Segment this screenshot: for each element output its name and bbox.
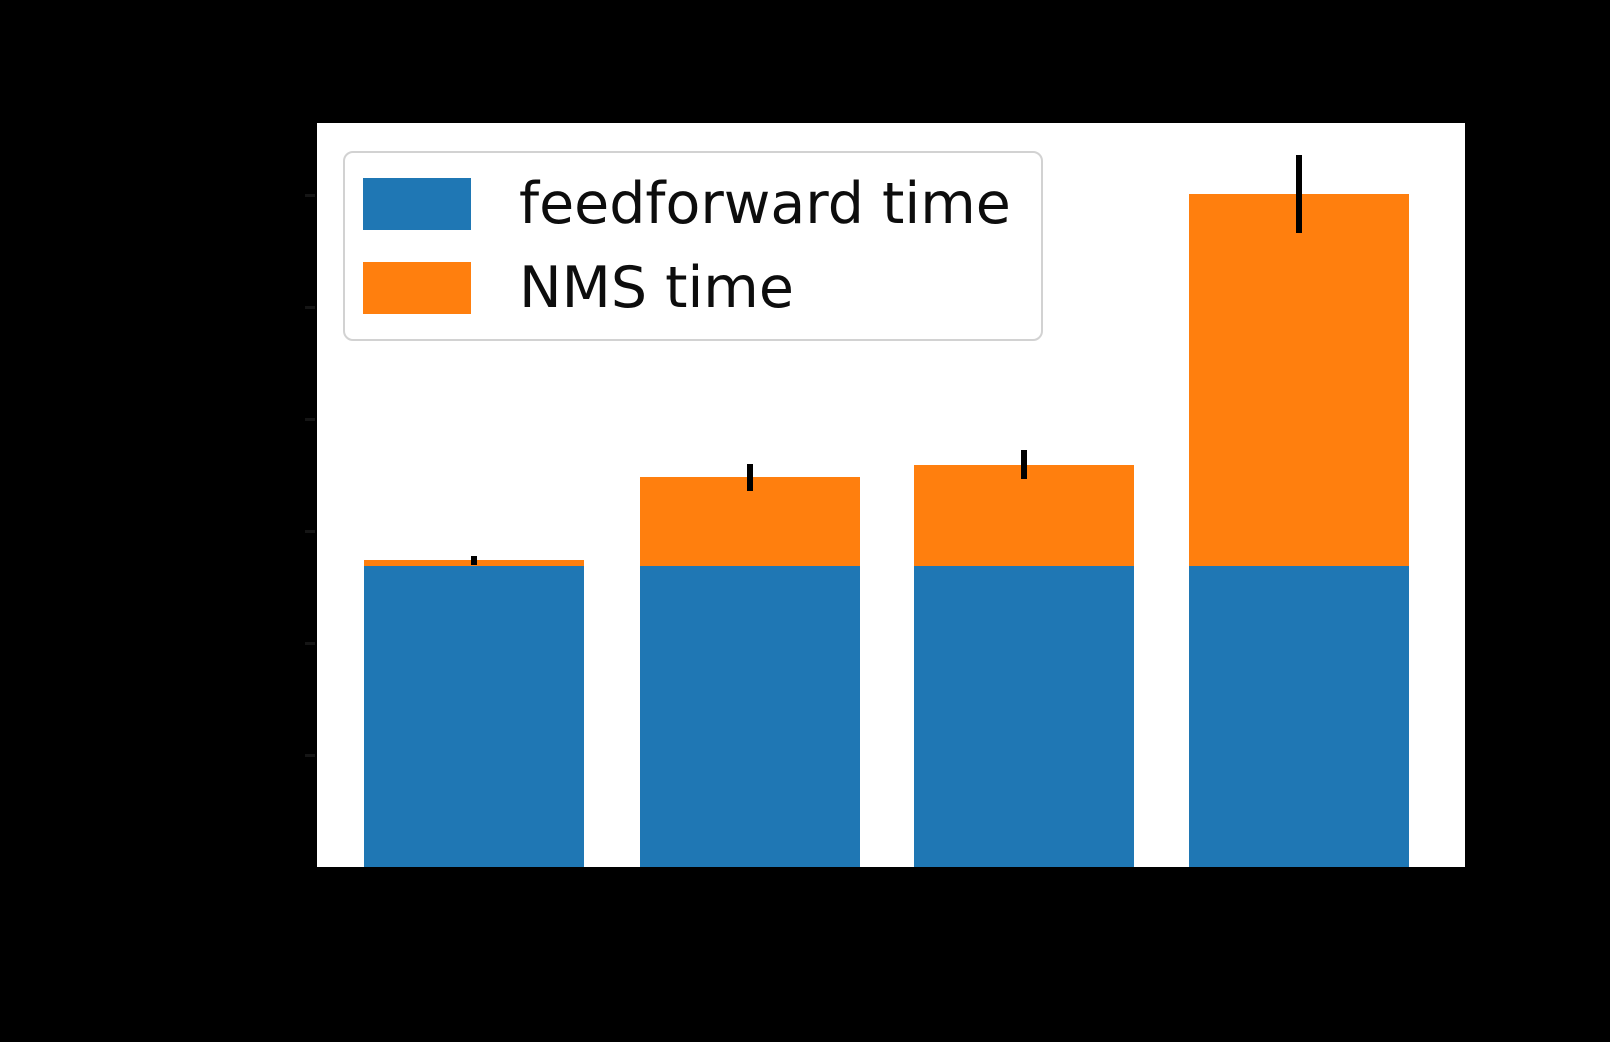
bar-2-error-bar xyxy=(1021,450,1027,480)
legend-swatch-feedforward-icon xyxy=(363,178,471,230)
y-axis-tick xyxy=(305,641,315,645)
bar-2-feedforward-segment xyxy=(914,565,1134,867)
legend: feedforward time NMS time xyxy=(343,151,1043,341)
bar-1-error-bar xyxy=(747,463,753,491)
bar-1-nms-segment xyxy=(640,477,860,566)
bar-3-feedforward-segment xyxy=(1189,565,1409,867)
legend-entry-nms: NMS time xyxy=(363,259,1011,317)
bar-0-error-bar xyxy=(471,555,477,565)
bar-3-nms-segment xyxy=(1189,193,1409,566)
bar-1-feedforward-segment xyxy=(640,565,860,867)
legend-label-nms: NMS time xyxy=(519,255,794,321)
y-axis-tick xyxy=(305,417,315,421)
bar-3-error-bar xyxy=(1296,154,1302,234)
bar-0-feedforward-segment xyxy=(364,565,584,867)
legend-label-feedforward: feedforward time xyxy=(519,171,1011,237)
y-axis-tick xyxy=(305,753,315,757)
y-axis-tick xyxy=(305,305,315,309)
legend-swatch-nms-icon xyxy=(363,262,471,314)
y-axis-tick xyxy=(305,193,315,197)
legend-entry-feedforward: feedforward time xyxy=(363,175,1011,233)
plot-area: feedforward time NMS time xyxy=(305,121,1467,869)
bar-2-nms-segment xyxy=(914,464,1134,566)
y-axis-tick xyxy=(305,529,315,533)
